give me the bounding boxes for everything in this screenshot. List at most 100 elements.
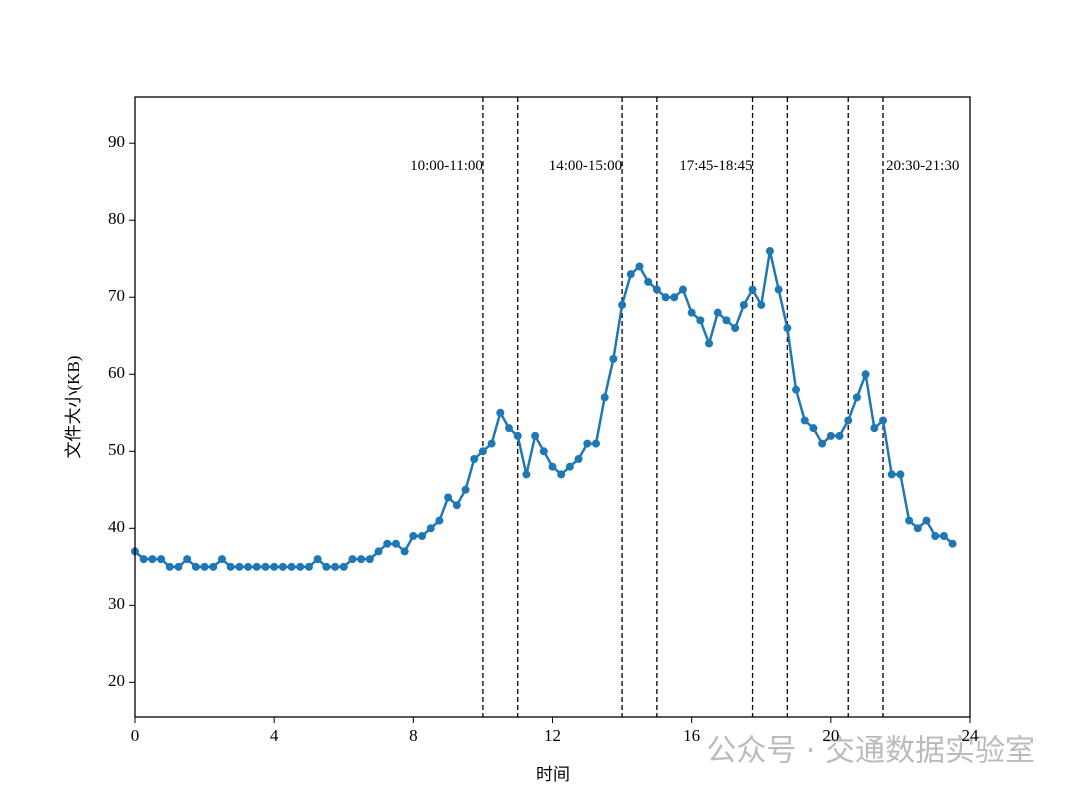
x-tick-label: 20 [822, 726, 839, 745]
y-axis-label: 文件大小(KB) [64, 356, 83, 459]
data-point [792, 385, 801, 394]
data-point [139, 555, 148, 564]
data-point [713, 308, 722, 317]
data-point [548, 462, 557, 471]
data-point [357, 555, 366, 564]
data-point [531, 431, 540, 440]
x-tick-label: 12 [544, 726, 561, 745]
data-point [496, 408, 505, 417]
data-point [322, 562, 331, 571]
data-point [731, 324, 740, 333]
data-point [896, 470, 905, 479]
data-point [800, 416, 809, 425]
data-point [444, 493, 453, 502]
data-point [478, 447, 487, 456]
data-point [418, 532, 427, 541]
data-point [739, 300, 748, 309]
data-point [391, 539, 400, 548]
data-point [174, 562, 183, 571]
data-point [696, 316, 705, 325]
data-point [165, 562, 174, 571]
data-point [870, 424, 879, 433]
data-point [661, 293, 670, 302]
data-point [913, 524, 922, 533]
data-point [374, 547, 383, 556]
plot-frame [134, 96, 971, 718]
data-point [409, 532, 418, 541]
data-point [261, 562, 270, 571]
data-point [705, 339, 714, 348]
y-tick-label: 40 [108, 517, 125, 536]
data-point [452, 501, 461, 510]
data-point [400, 547, 409, 556]
annotation: 14:00-15:00 [549, 158, 622, 174]
y-tick-label: 50 [108, 440, 125, 459]
data-point [461, 485, 470, 494]
data-point [618, 300, 627, 309]
data-point [270, 562, 279, 571]
x-tick-label: 16 [683, 726, 700, 745]
data-point [365, 555, 374, 564]
data-point [252, 562, 261, 571]
x-tick-label: 24 [962, 726, 980, 745]
data-point [148, 555, 157, 564]
data-point [574, 454, 583, 463]
data-point [487, 439, 496, 448]
data-point [209, 562, 218, 571]
data-point [505, 424, 514, 433]
data-point [852, 393, 861, 402]
x-tick-label: 0 [131, 726, 140, 745]
data-point [157, 555, 166, 564]
data-point [939, 532, 948, 541]
data-point [887, 470, 896, 479]
data-point [304, 562, 313, 571]
data-point [678, 285, 687, 294]
y-tick-label: 80 [108, 209, 125, 228]
y-tick-label: 70 [108, 286, 125, 305]
data-point [774, 285, 783, 294]
data-point [765, 247, 774, 256]
annotation: 10:00-11:00 [410, 158, 483, 174]
data-point [539, 447, 548, 456]
data-point [348, 555, 357, 564]
data-point [565, 462, 574, 471]
annotation: 17:45-18:45 [679, 158, 752, 174]
data-line [134, 250, 954, 569]
data-point [783, 324, 792, 333]
data-point [287, 562, 296, 571]
data-point [670, 293, 679, 302]
data-point [609, 354, 618, 363]
data-point [748, 285, 757, 294]
data-point [818, 439, 827, 448]
data-point [435, 516, 444, 525]
data-point [200, 562, 209, 571]
data-point [600, 393, 609, 402]
data-point [635, 262, 644, 271]
data-point [644, 277, 653, 286]
data-point [235, 562, 244, 571]
data-point [879, 416, 888, 425]
x-axis-label: 时间 [536, 765, 570, 784]
x-tick-label: 4 [270, 726, 279, 745]
data-point [426, 524, 435, 533]
data-point [226, 562, 235, 571]
data-point [522, 470, 531, 479]
data-point [278, 562, 287, 571]
data-point [687, 308, 696, 317]
data-point [557, 470, 566, 479]
data-point [826, 431, 835, 440]
data-point [861, 370, 870, 379]
data-point [470, 454, 479, 463]
x-tick-label: 8 [409, 726, 418, 745]
data-point [844, 416, 853, 425]
y-tick-label: 20 [108, 671, 125, 690]
data-point [331, 562, 340, 571]
y-tick-label: 30 [108, 594, 125, 613]
data-point [722, 316, 731, 325]
data-point [339, 562, 348, 571]
y-tick-label: 90 [108, 132, 125, 151]
watermark: 公众号 · 交通数据实验室 [706, 734, 1035, 769]
data-point [922, 516, 931, 525]
annotation: 20:30-21:30 [886, 158, 959, 174]
data-point [835, 431, 844, 440]
